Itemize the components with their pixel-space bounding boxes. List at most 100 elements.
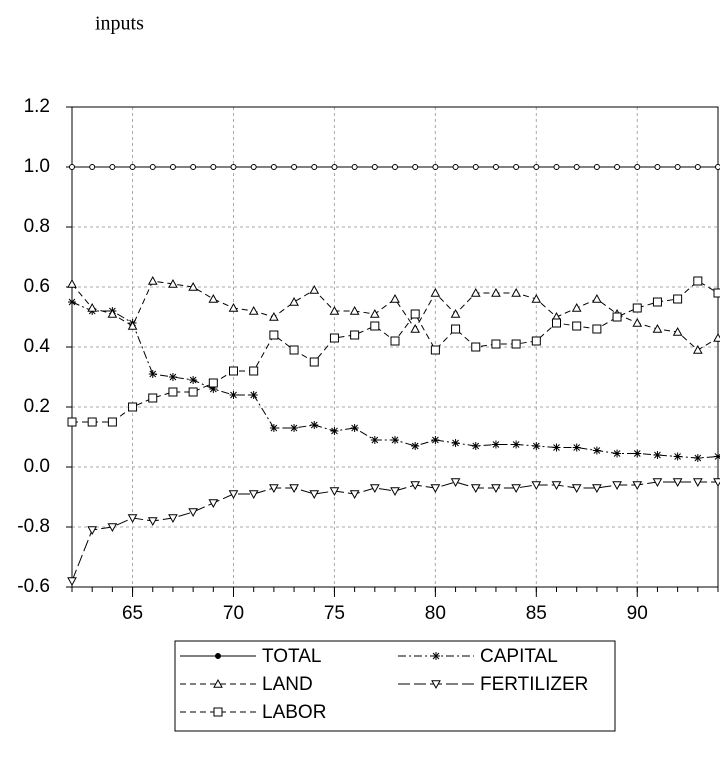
data-point [369, 484, 380, 494]
data-point [269, 330, 279, 340]
legend-marker [213, 678, 223, 688]
data-point [329, 333, 339, 343]
data-point [430, 287, 441, 297]
legend-label: TOTAL [262, 646, 321, 667]
data-point [330, 427, 339, 435]
data-point [572, 321, 582, 331]
data-point [350, 330, 360, 340]
data-point [694, 164, 701, 170]
data-point [714, 452, 720, 461]
data-point [208, 378, 218, 388]
data-point [693, 454, 702, 462]
data-point [672, 478, 683, 488]
data-point [270, 164, 277, 170]
data-point [632, 481, 643, 491]
data-point [653, 451, 662, 459]
data-point [634, 164, 641, 170]
data-point [472, 164, 479, 170]
data-point [571, 302, 582, 312]
data-point [652, 297, 662, 307]
data-point [148, 370, 157, 378]
legend-marker [432, 652, 440, 660]
data-point [491, 287, 501, 297]
data-point [552, 318, 561, 328]
data-point [311, 164, 318, 170]
data-point [107, 523, 118, 533]
data-point [592, 446, 601, 455]
data-point [208, 499, 219, 509]
data-point [209, 385, 218, 393]
data-point [531, 481, 542, 491]
data-point [371, 164, 378, 170]
x-tick-label: 70 [223, 603, 244, 624]
data-point [291, 164, 298, 170]
data-point [189, 376, 198, 384]
data-point [513, 164, 520, 170]
data-point [392, 164, 398, 170]
data-point [632, 303, 642, 313]
data-point [531, 336, 541, 346]
data-point [652, 478, 663, 488]
data-point [612, 312, 622, 322]
data-point [127, 320, 138, 330]
data-point [129, 164, 136, 170]
legend-label: CAPITAL [480, 646, 558, 667]
data-point [188, 387, 198, 397]
data-point [309, 284, 320, 294]
series-line [71, 481, 718, 582]
data-point [450, 478, 461, 488]
data-point [188, 281, 198, 291]
data-point [492, 164, 499, 170]
data-point [309, 357, 319, 367]
data-point [391, 436, 399, 444]
data-point [148, 393, 158, 403]
data-point [250, 164, 257, 170]
data-point [228, 302, 239, 312]
x-tick-label: 80 [425, 603, 446, 624]
data-point [269, 484, 279, 494]
data-point [431, 436, 440, 444]
data-point [450, 308, 461, 318]
data-point [673, 294, 683, 304]
data-point [612, 481, 622, 491]
data-point [68, 298, 76, 306]
data-point [491, 484, 501, 494]
data-point [552, 443, 561, 452]
data-point [107, 417, 117, 427]
data-point [672, 326, 683, 336]
data-point [67, 278, 77, 288]
data-point [674, 164, 681, 170]
data-point [168, 514, 178, 524]
data-point [87, 417, 97, 427]
data-point [652, 323, 663, 333]
data-point [349, 305, 360, 315]
data-point [572, 443, 581, 452]
data-point [309, 490, 320, 500]
legend-marker [215, 653, 221, 659]
data-point [87, 302, 98, 312]
legend-marker [431, 680, 441, 690]
data-point [230, 164, 237, 170]
data-point [351, 164, 358, 170]
data-point [188, 508, 198, 518]
data-point [592, 324, 602, 334]
data-point [169, 164, 176, 170]
x-tick-label: 90 [627, 603, 648, 624]
x-tick-label: 75 [324, 603, 345, 624]
data-point [369, 308, 380, 318]
data-point [533, 164, 540, 170]
data-point [248, 490, 259, 500]
data-point [69, 164, 75, 170]
data-point [432, 164, 439, 170]
data-point [715, 164, 720, 170]
data-point [452, 164, 459, 170]
data-point [390, 336, 400, 346]
data-point [553, 164, 560, 170]
data-point [249, 366, 259, 376]
data-point [412, 164, 419, 170]
legend-marker [213, 707, 223, 717]
data-point [491, 440, 500, 449]
data-point [573, 164, 580, 170]
data-point [470, 287, 481, 297]
